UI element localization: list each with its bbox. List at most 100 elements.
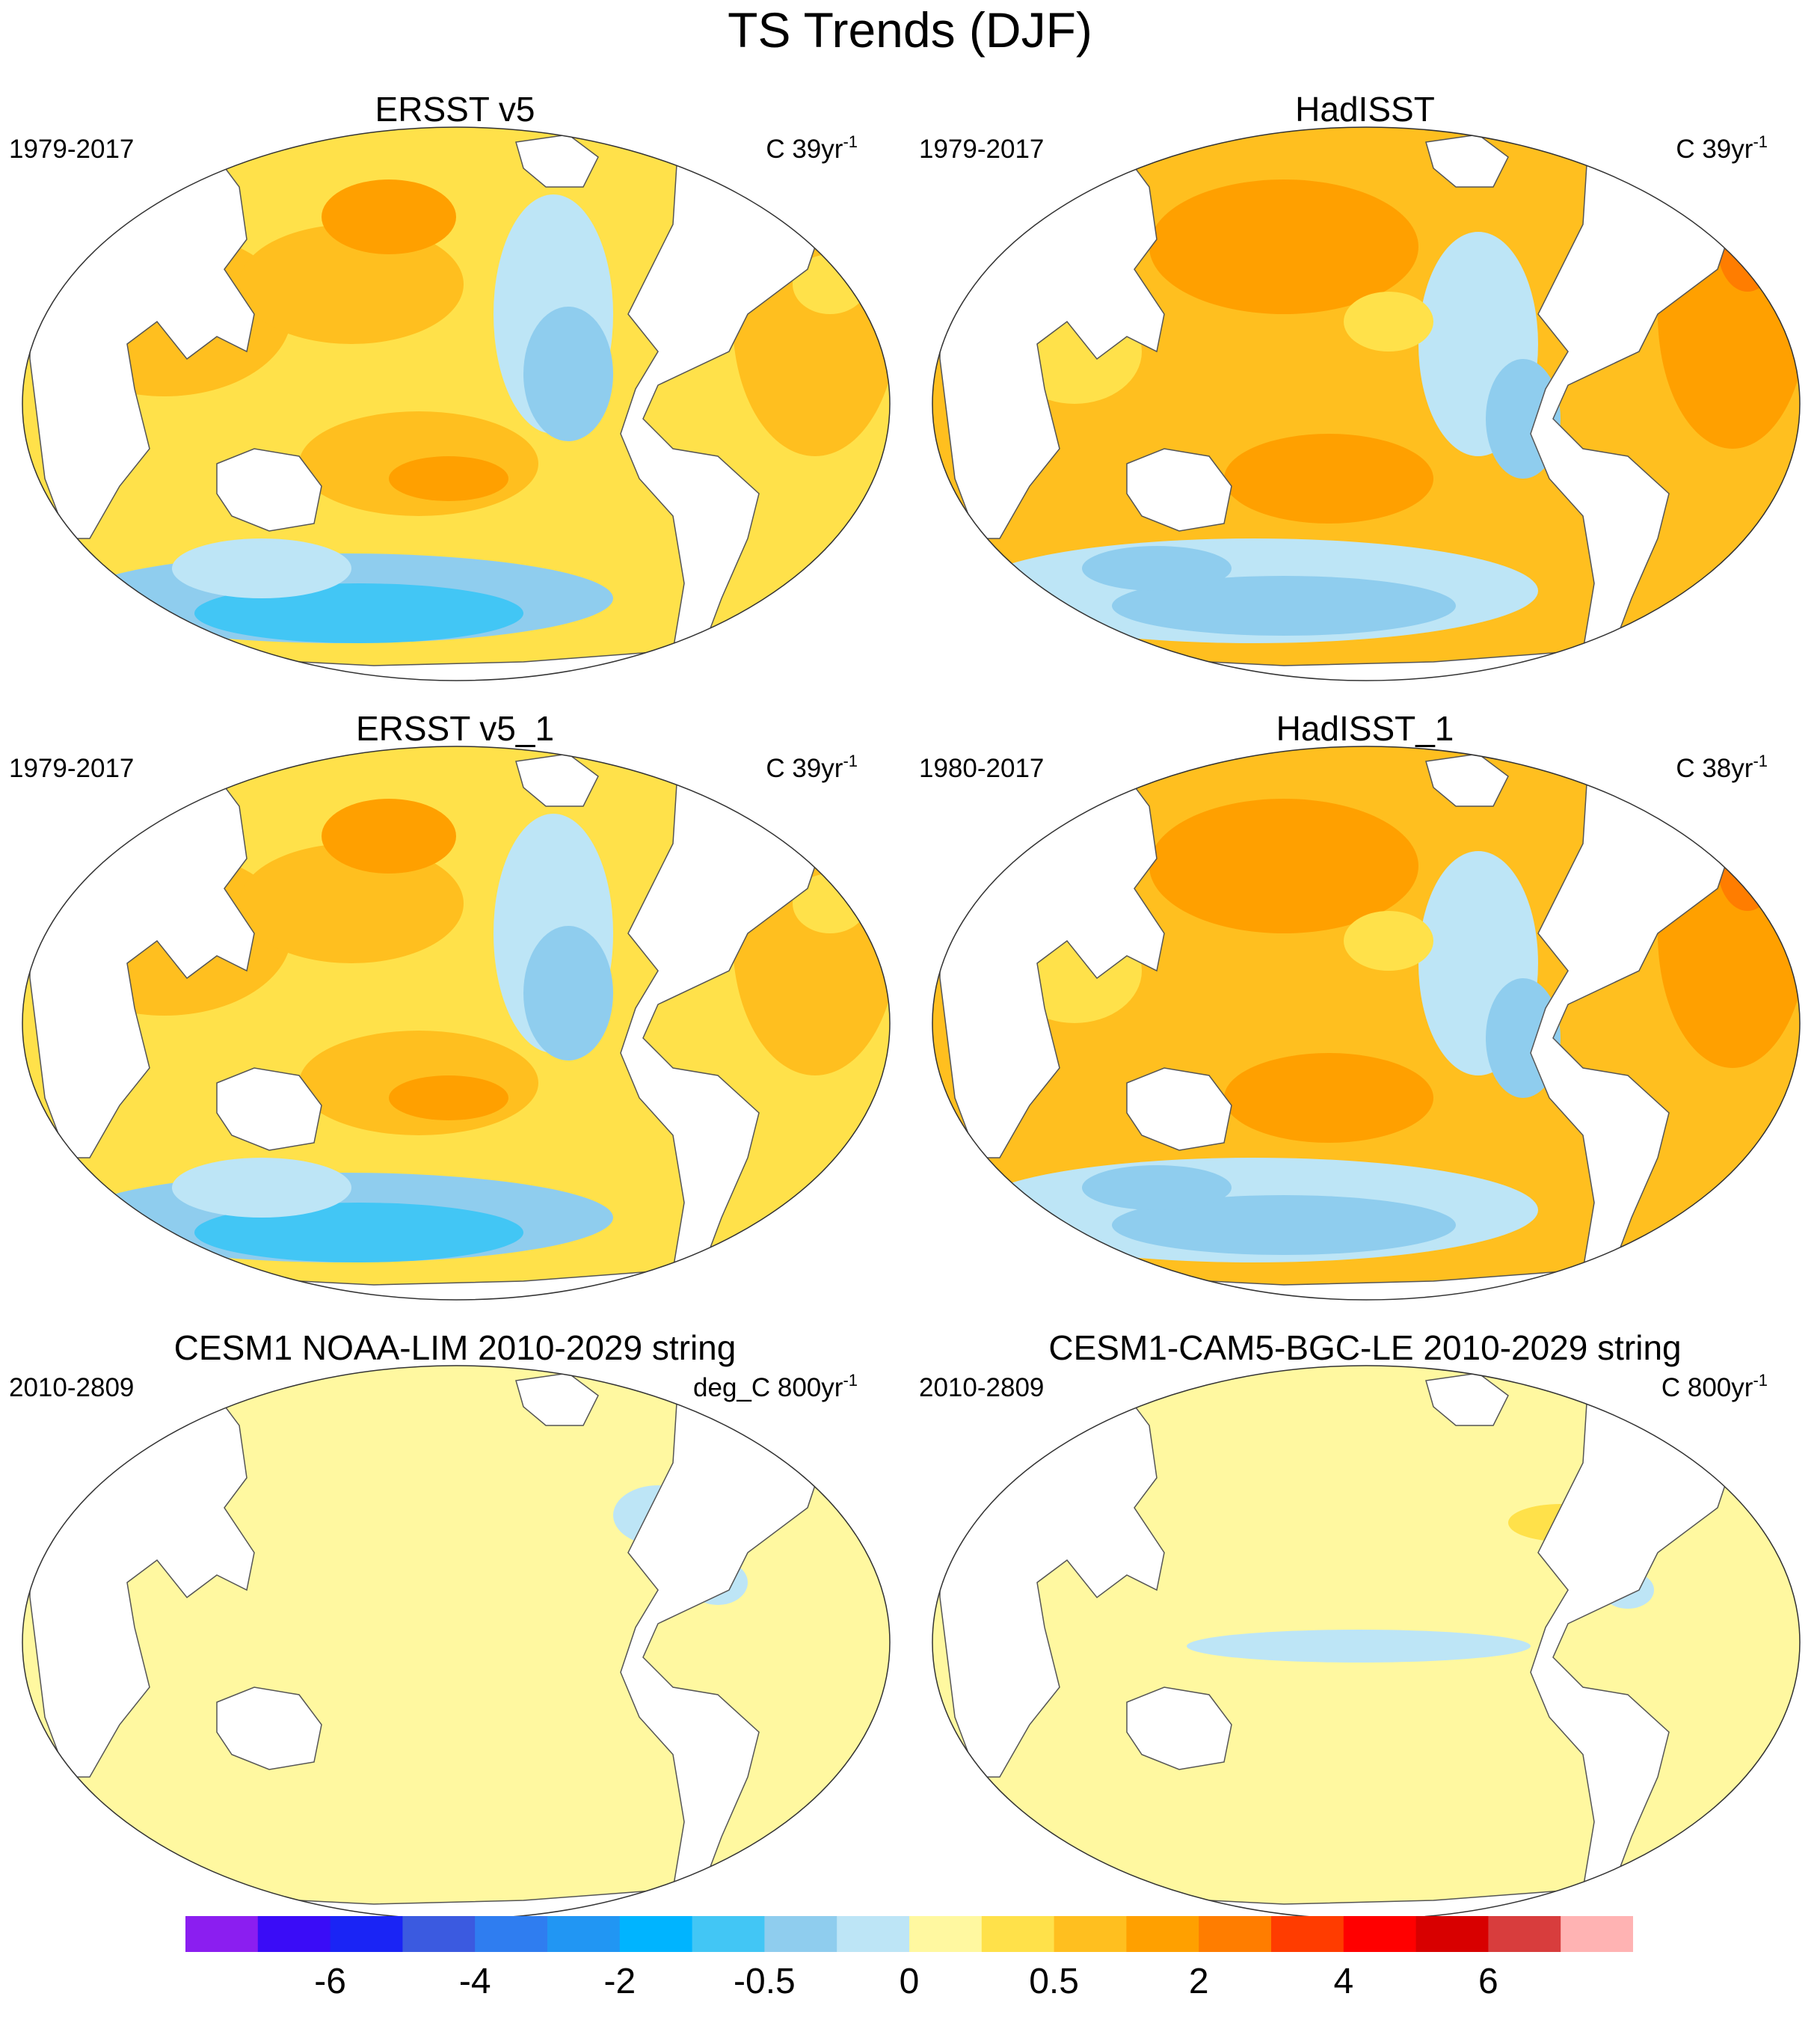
trend-contour: [322, 179, 456, 254]
colorbar-segment: [619, 1916, 693, 1952]
units-label: C 39yr-1: [766, 752, 858, 783]
colorbar-segment: [475, 1916, 548, 1952]
panel-title: CESM1-CAM5-BGC-LE 2010-2029 string: [1048, 1328, 1682, 1367]
trend-contour: [1187, 1630, 1531, 1663]
map-panel: ERSST v5_1 1979-2017 C 39yr-1: [0, 619, 910, 1301]
colorbar-segment: [1488, 1916, 1561, 1952]
units-label: C 38yr-1: [1676, 752, 1768, 783]
continent-australia: [1126, 448, 1232, 532]
trend-map: [22, 1365, 891, 1920]
colorbar-segment: [837, 1916, 910, 1952]
continent-australia: [1126, 1686, 1232, 1770]
colorbar-segment: [1126, 1916, 1199, 1952]
colorbar-segment: [257, 1916, 331, 1952]
trend-contour: [194, 583, 523, 643]
colorbar-tick-label: -2: [603, 1962, 636, 2001]
map-panel: HadISST_1 1980-2017 C 38yr-1: [910, 619, 1820, 1301]
colorbar-segment: [185, 1916, 259, 1952]
map-border: [932, 746, 1801, 1301]
colorbar-tick-label: -4: [458, 1962, 491, 2001]
colorbar-segment: [1415, 1916, 1489, 1952]
trend-contour: [1112, 1195, 1456, 1255]
colorbar-segment: [692, 1916, 765, 1952]
trend-contour: [239, 224, 464, 344]
continent-americas: [1530, 772, 1733, 1278]
trend-contour: [1149, 179, 1418, 314]
map-panel: CESM1-CAM5-BGC-LE 2010-2029 string 2010-2…: [910, 1238, 1820, 1920]
trend-map: [932, 126, 1801, 681]
period-label: 1979-2017: [919, 135, 1045, 164]
trend-contour: [1082, 1165, 1232, 1210]
trend-contour: [1149, 799, 1418, 933]
trend-contour: [1718, 821, 1777, 911]
colorbar-segment: [547, 1916, 621, 1952]
map-panel: ERSST v5 1979-2017 C 39yr-1: [0, 0, 910, 681]
units-label: C 39yr-1: [1676, 132, 1768, 164]
period-label: 1980-2017: [919, 754, 1045, 783]
period-label: 2010-2809: [919, 1373, 1045, 1402]
continent-americas: [620, 772, 823, 1278]
colorbar-tick-label: -0.5: [734, 1962, 796, 2001]
colorbar-segment: [981, 1916, 1055, 1952]
period-label: 2010-2809: [9, 1373, 135, 1402]
units-label: deg_C 800yr-1: [693, 1371, 858, 1402]
continent-australia: [216, 448, 322, 532]
colorbar-segment: [1271, 1916, 1344, 1952]
panel-title: HadISST: [1295, 90, 1435, 129]
map-panel: CESM1 NOAA-LIM 2010-2029 string 2010-2809…: [0, 1238, 910, 1920]
continent-americas: [1530, 153, 1733, 659]
map-border: [22, 746, 891, 1301]
units-label: C 800yr-1: [1661, 1371, 1768, 1402]
trend-map: [22, 126, 891, 681]
colorbar-tick-label: -6: [314, 1962, 346, 2001]
colorbar-segment: [1561, 1916, 1633, 1952]
colorbar-tick-label: 0.5: [1029, 1962, 1079, 2001]
trend-map: [932, 1365, 1801, 1920]
continent-americas: [620, 1391, 823, 1897]
panel-title: ERSST v5: [375, 90, 535, 129]
continent-americas: [1530, 1391, 1733, 1897]
colorbar-tick-label: 2: [1188, 1962, 1209, 2001]
map-border: [932, 126, 1801, 681]
panel-title: ERSST v5_1: [355, 709, 555, 748]
trend-contour: [239, 844, 464, 963]
trend-contour: [194, 1203, 523, 1262]
trend-map: [932, 746, 1801, 1301]
map-panel: HadISST 1979-2017 C 39yr-1: [910, 0, 1820, 681]
panel-title: HadISST_1: [1276, 709, 1454, 748]
colorbar-segment: [1343, 1916, 1417, 1952]
trend-contour: [1344, 911, 1433, 971]
trend-contour: [1224, 1053, 1433, 1143]
map-border: [22, 126, 891, 681]
period-label: 1979-2017: [9, 754, 135, 783]
colorbar-segment: [330, 1916, 403, 1952]
continent-australia: [1126, 1067, 1232, 1151]
colorbar-segment: [764, 1916, 837, 1952]
trend-contour: [172, 538, 351, 598]
panel-title: CESM1 NOAA-LIM 2010-2029 string: [173, 1328, 737, 1367]
trend-contour: [1344, 292, 1433, 352]
trend-contour: [1112, 576, 1456, 636]
trend-map: [22, 746, 891, 1301]
trend-contour: [172, 1158, 351, 1218]
trend-contour: [523, 926, 613, 1060]
continent-australia: [216, 1067, 322, 1151]
colorbar-tick-label: 4: [1333, 1962, 1354, 2001]
continent-americas: [620, 153, 823, 659]
colorbar-segment: [402, 1916, 476, 1952]
trend-contour: [1082, 546, 1232, 591]
trend-contour: [1718, 202, 1777, 292]
colorbar-tick-label: 6: [1478, 1962, 1498, 2001]
trend-contour: [389, 456, 508, 501]
trend-contour: [322, 799, 456, 874]
colorbar-segment: [1054, 1916, 1127, 1952]
colorbar-tick-label: 0: [899, 1962, 920, 2001]
continent-australia: [216, 1686, 322, 1770]
period-label: 1979-2017: [9, 135, 135, 164]
units-label: C 39yr-1: [766, 132, 858, 164]
trend-contour: [523, 307, 613, 441]
colorbar-segment: [909, 1916, 983, 1952]
trend-contour: [389, 1075, 508, 1120]
colorbar-segment: [1199, 1916, 1272, 1952]
colorbar: [185, 1916, 1633, 1952]
